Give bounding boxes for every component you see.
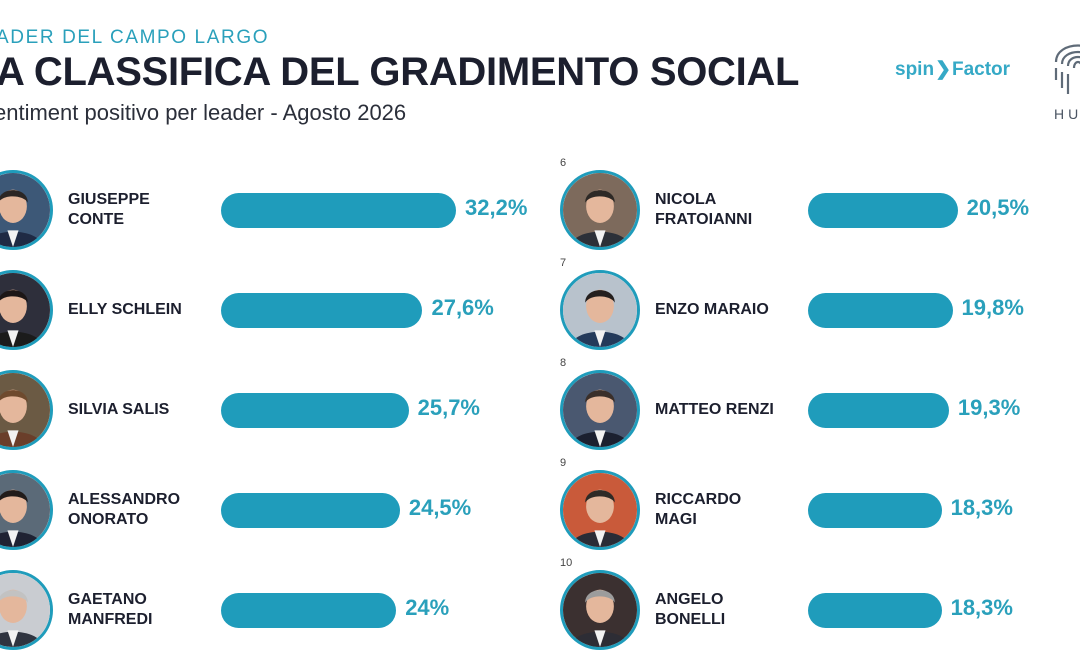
bar-value-label: 32,2%	[465, 195, 528, 220]
leader-name: MATTEO RENZI	[655, 401, 774, 418]
brand-right-text: Factor	[951, 59, 1011, 80]
leader-avatar	[560, 270, 640, 350]
fingerprint-logo-icon	[1054, 44, 1080, 94]
bar-mark	[221, 193, 457, 228]
page-subtitle: entiment positivo per leader - Agosto 20…	[0, 100, 407, 125]
brand-left-text: spin	[895, 59, 935, 80]
bar-value-label: 27,6%	[431, 295, 494, 320]
bar-mark	[221, 593, 397, 628]
person-photo-icon	[563, 573, 637, 647]
spin-factor-logo: spin❯Factor	[895, 58, 1010, 81]
leader-name: SILVIA SALIS	[68, 401, 170, 418]
leader-row: ALESSANDRO ONORATO 24,5%	[0, 470, 1080, 550]
bar-value-label: 24%	[405, 595, 450, 620]
leader-name: ENZO MARAIO	[655, 301, 769, 318]
bar-mark	[221, 393, 409, 428]
bar-value-label: 25,7%	[417, 395, 480, 420]
header-kicker: ADER DEL CAMPO LARGO	[0, 27, 270, 48]
leader-avatar	[560, 570, 640, 650]
rank-number: 10	[560, 557, 573, 569]
bar-mark	[221, 293, 423, 328]
leader-row: GIUSEPPE CONTE 32,2%	[0, 170, 1080, 250]
leader-name: RICCARDO MAGI	[655, 491, 742, 528]
leader-name: GAETANO MANFREDI	[68, 591, 153, 628]
bar-mark	[221, 493, 400, 528]
leader-row: 6 NICOLA FRATOIANNI 20,5%	[0, 157, 1080, 250]
rank-number: 7	[560, 257, 567, 269]
leader-row: SILVIA SALIS 25,7%	[0, 370, 1080, 450]
leader-row: 7 ENZO MARAIO 19,8%	[0, 257, 1080, 350]
rank-number: 8	[560, 357, 567, 369]
page-title: A CLASSIFICA DEL GRADIMENTO SOCIAL	[0, 50, 800, 94]
bar-value-label: 19,3%	[957, 395, 1021, 420]
rank-number: 6	[560, 157, 567, 169]
bar-value-label: 20,5%	[966, 195, 1030, 220]
leader-row: 10 ANGELO BONELLI 18,3%	[0, 557, 1080, 650]
bar-mark	[808, 393, 949, 428]
bar-mark	[808, 293, 953, 328]
bar-mark	[808, 493, 942, 528]
hum-logo-text: HUM	[1054, 106, 1080, 122]
bar-value-label: 24,5%	[408, 495, 472, 520]
leader-avatar	[0, 470, 53, 550]
leader-avatar	[560, 470, 640, 550]
person-photo-icon	[563, 373, 637, 447]
bar-value-label: 19,8%	[961, 295, 1024, 320]
person-photo-icon	[563, 273, 637, 347]
rank-number: 9	[560, 457, 567, 469]
bar-mark	[808, 593, 942, 628]
leader-row: ELLY SCHLEIN 27,6%	[0, 270, 1080, 350]
leader-name: ALESSANDRO ONORATO	[68, 491, 181, 528]
leader-name: ANGELO BONELLI	[655, 591, 726, 628]
leader-avatar	[560, 370, 640, 450]
chevron-right-icon: ❯	[935, 59, 951, 80]
leader-row: GAETANO MANFREDI 24%	[0, 570, 1080, 650]
person-photo-icon	[563, 473, 637, 547]
leader-row: 9 RICCARDO MAGI 18,3%	[0, 457, 1080, 550]
leader-name: ELLY SCHLEIN	[68, 301, 182, 318]
person-photo-icon	[563, 173, 637, 247]
leader-name: NICOLA FRATOIANNI	[655, 191, 753, 228]
bar-mark	[808, 193, 958, 228]
bar-value-label: 18,3%	[950, 595, 1013, 620]
bar-value-label: 18,3%	[950, 495, 1013, 520]
leader-avatar	[0, 370, 53, 450]
leader-row: 8 MATTEO RENZI 19,3%	[0, 357, 1080, 450]
leader-avatar	[560, 170, 640, 250]
leader-name: GIUSEPPE CONTE	[68, 191, 150, 228]
